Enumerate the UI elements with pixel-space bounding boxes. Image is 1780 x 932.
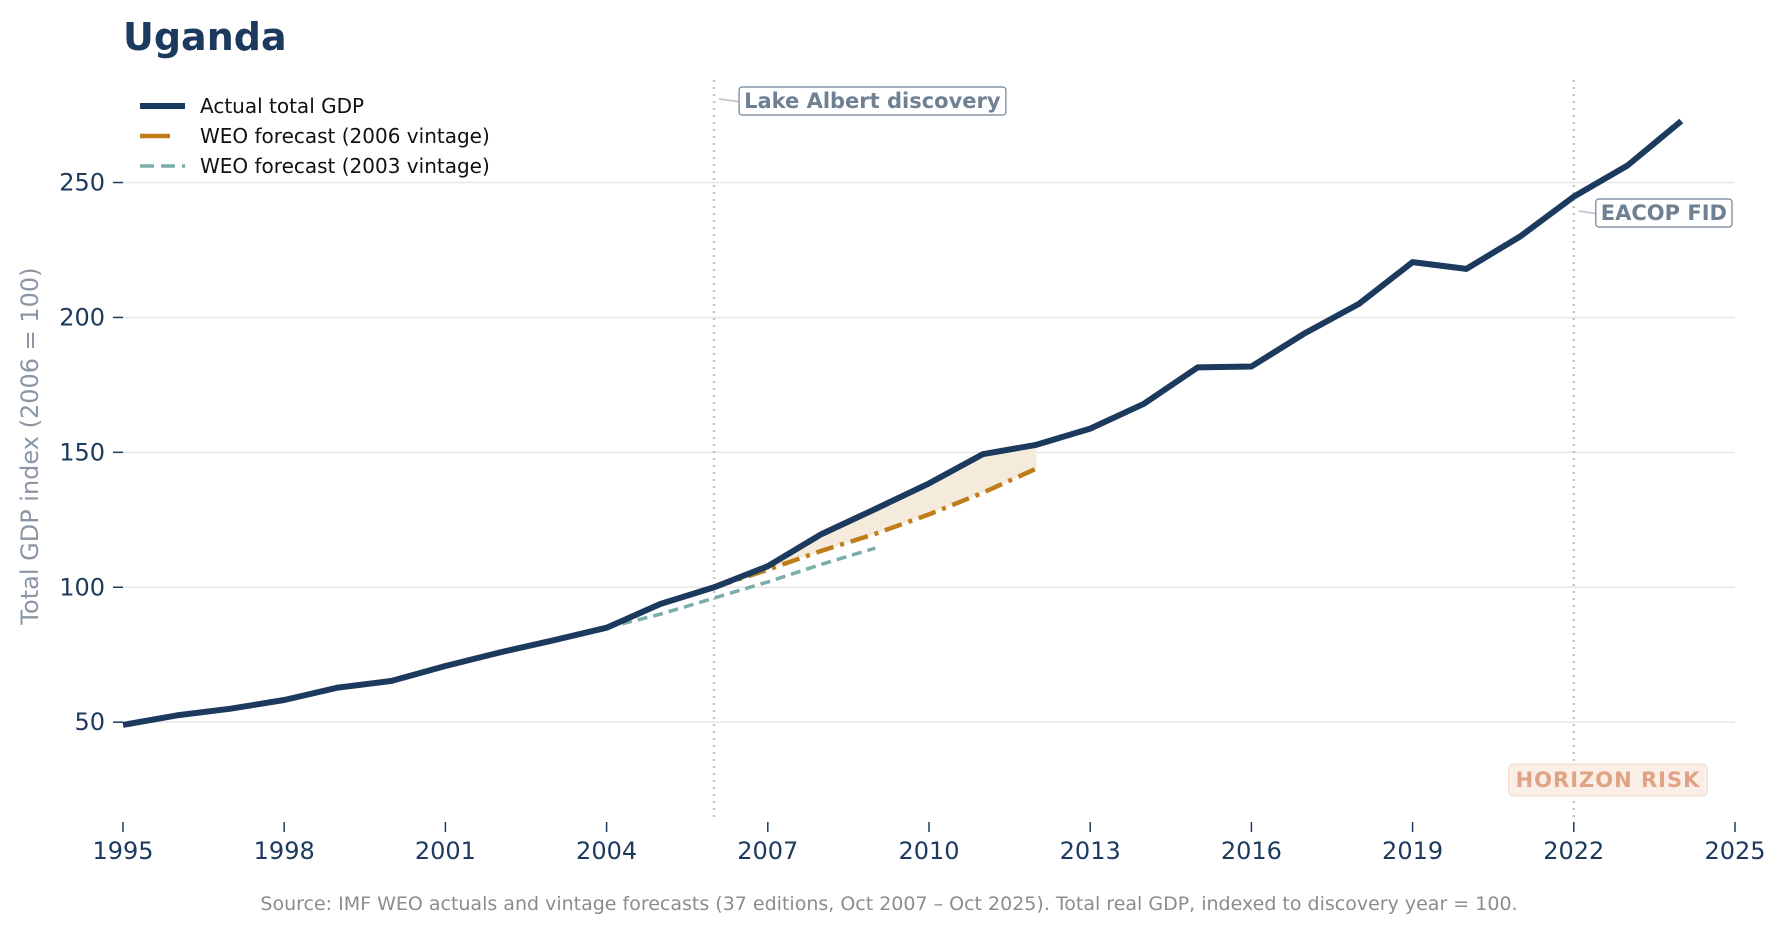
series-group <box>122 118 1684 728</box>
y-tick-label-200: 200 <box>59 303 105 331</box>
x-tick-label-1998: 1998 <box>254 837 315 865</box>
x-tick-label-2019: 2019 <box>1382 837 1443 865</box>
x-tick-label-2016: 2016 <box>1221 837 1282 865</box>
legend-label-1: WEO forecast (2006 vintage) <box>200 124 490 148</box>
x-tick-label-2004: 2004 <box>576 837 637 865</box>
event-lines <box>712 80 1576 822</box>
grid <box>123 181 1735 723</box>
horizon-risk-badge <box>1508 763 1708 797</box>
legend-label-2: WEO forecast (2003 vintage) <box>200 154 490 178</box>
x-tick-label-2025: 2025 <box>1704 837 1765 865</box>
event-label-2022: EACOP FID <box>1601 201 1727 225</box>
y-tick-label-100: 100 <box>59 573 105 601</box>
x-tick-label-2010: 2010 <box>898 837 959 865</box>
series-line-0 <box>122 118 1684 728</box>
x-tick-label-2007: 2007 <box>737 837 798 865</box>
y-tick-label-150: 150 <box>59 438 105 466</box>
x-tick-label-2022: 2022 <box>1543 837 1604 865</box>
y-tick-label-50: 50 <box>74 708 105 736</box>
horizon-risk-label: HORIZON RISK <box>1516 768 1701 792</box>
x-tick-label-1995: 1995 <box>92 837 153 865</box>
series-line-2 <box>606 546 876 630</box>
series-line-1 <box>713 466 1038 590</box>
event-label-box-2006 <box>738 86 1007 116</box>
y-axis-label: Total GDP index (2006 = 100) <box>16 267 44 625</box>
x-tick-label-2001: 2001 <box>415 837 476 865</box>
axes: 50 100 150 200 250 1995 1998 2001 2004 2007 2010 20… <box>59 169 1765 865</box>
event-label-box-2022 <box>1595 198 1733 228</box>
legend: Actual total GDP WEO forecast (2006 vinta… <box>140 94 490 178</box>
legend-label-0: Actual total GDP <box>200 94 364 118</box>
x-tick-label-2013: 2013 <box>1060 837 1121 865</box>
annotations: Lake Albert discovery EACOP FID HORIZON RI… <box>718 86 1733 797</box>
event-label-2006: Lake Albert discovery <box>744 89 1001 113</box>
source-note: Source: IMF WEO actuals and vintage fore… <box>260 893 1517 915</box>
y-tick-label-250: 250 <box>59 169 105 197</box>
event-leader-2006 <box>718 98 743 103</box>
chart-title: Uganda <box>123 15 287 59</box>
